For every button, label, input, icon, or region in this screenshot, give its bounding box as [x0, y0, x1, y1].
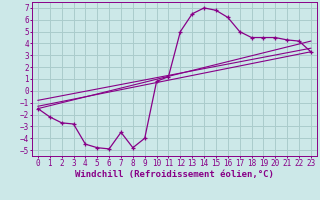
- X-axis label: Windchill (Refroidissement éolien,°C): Windchill (Refroidissement éolien,°C): [75, 170, 274, 179]
